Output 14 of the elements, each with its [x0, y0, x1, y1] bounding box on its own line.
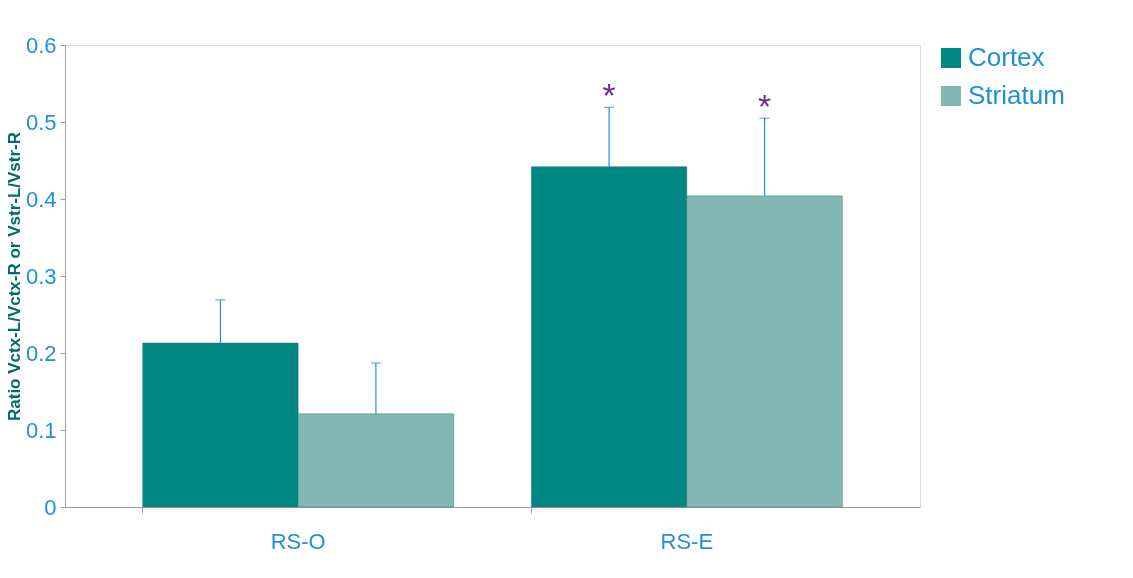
y-tick-label: 0.3 — [25, 263, 57, 289]
annotation: * — [602, 76, 616, 115]
y-tick-label: 0.2 — [25, 340, 57, 366]
x-tick-label: RS-O — [270, 528, 326, 554]
annotation: * — [757, 87, 772, 126]
legend-label: Cortex — [968, 42, 1045, 72]
y-tick-label: 0.5 — [25, 109, 57, 135]
y-axis-title: Ratio Vctx-L/Vctx-R or Vstr-L/Vstr-R — [4, 131, 24, 422]
y-tick-label: 0.6 — [25, 32, 57, 58]
y-tick-label: 0.4 — [25, 186, 57, 212]
y-tick-label: 0 — [44, 494, 57, 520]
y-tick-label: 0.1 — [25, 417, 57, 443]
x-tick-label: RS-E — [660, 528, 714, 554]
legend-label: Striatum — [968, 80, 1065, 110]
